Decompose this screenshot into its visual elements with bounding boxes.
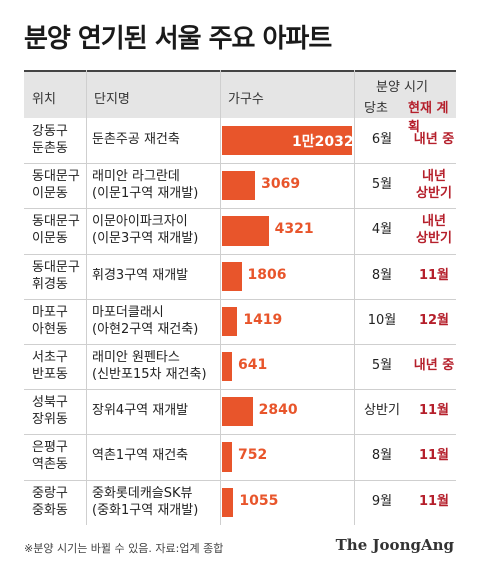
row-separator <box>24 163 456 165</box>
row-complex-name: 이문아이파크자이 <box>92 214 188 230</box>
bar-value-label: 1806 <box>247 266 287 283</box>
row-complex-name: 마포더클래시 <box>92 304 164 320</box>
row-complex-project: (이문1구역 재개발) <box>92 186 199 202</box>
bar <box>222 261 242 291</box>
row-location-dong: 휘경동 <box>32 276 68 292</box>
footer-note: ※분양 시기는 바뀔 수 있음. 자료:업계 종합 <box>24 542 224 555</box>
column-divider <box>220 70 221 525</box>
row-location-dong: 역촌동 <box>32 457 68 473</box>
column-divider <box>86 70 87 525</box>
row-current-plan: 내년 중 <box>413 132 455 147</box>
row-complex-project: (중화1구역 재개발) <box>92 502 199 518</box>
row-original-schedule: 6월 <box>371 132 393 147</box>
brand-logo: The JoongAng <box>335 536 454 554</box>
row-location-dong: 장위동 <box>32 412 68 428</box>
header-complex: 단지명 <box>94 92 130 107</box>
bar <box>222 487 234 517</box>
bar-value-label: 641 <box>238 357 268 373</box>
row-original-schedule: 4월 <box>371 222 393 238</box>
bar <box>222 126 352 156</box>
row-original-schedule: 5월 <box>371 358 393 373</box>
row-location-district: 성북구 <box>32 395 68 411</box>
row-location-district: 동대문구 <box>32 259 80 275</box>
bar-value-label: 1055 <box>239 492 279 509</box>
bar-value-label: 1만2032 <box>292 134 354 150</box>
row-current-plan: 내년 <box>422 169 446 185</box>
header-original: 당초 <box>364 101 388 116</box>
row-location-district: 서초구 <box>32 350 68 365</box>
row-current-plan-detail: 상반기 <box>416 231 452 247</box>
bar <box>222 306 238 336</box>
row-complex-name: 래미안 라그란데 <box>92 169 180 185</box>
row-current-plan: 내년 중 <box>413 358 455 373</box>
row-location-district: 중랑구 <box>32 485 68 501</box>
row-location-dong: 둔촌동 <box>32 141 68 156</box>
row-original-schedule: 상반기 <box>364 403 400 419</box>
row-location-district: 동대문구 <box>32 214 80 230</box>
bar-value-label: 4321 <box>274 221 314 238</box>
row-current-plan: 11월 <box>418 403 450 419</box>
row-complex-project: (이문3구역 재개발) <box>92 231 199 247</box>
row-current-plan: 11월 <box>418 493 450 509</box>
row-separator <box>24 208 456 210</box>
row-separator <box>24 253 456 255</box>
row-separator <box>24 344 456 345</box>
bar <box>222 216 269 246</box>
row-original-schedule: 10월 <box>367 312 397 328</box>
row-location-district: 동대문구 <box>32 169 80 185</box>
row-current-plan: 11월 <box>418 267 450 283</box>
header-location: 위치 <box>32 92 56 107</box>
row-complex-name: 둔촌주공 재건축 <box>92 132 180 147</box>
row-location-dong: 아현동 <box>32 321 68 337</box>
row-original-schedule: 9월 <box>371 493 393 509</box>
row-separator <box>24 434 456 436</box>
row-complex-project: (신반포15차 재건축) <box>92 367 207 382</box>
row-separator <box>24 479 456 481</box>
bar <box>222 442 232 472</box>
bar <box>222 171 256 201</box>
header-schedule: 분양 시기 <box>376 80 428 95</box>
header-households: 가구수 <box>228 92 264 107</box>
row-current-plan: 12월 <box>418 312 450 328</box>
bar-value-label: 752 <box>238 447 268 464</box>
row-location-dong: 중화동 <box>32 502 68 518</box>
bar-value-label: 3069 <box>261 176 301 193</box>
bar-value-label: 1419 <box>243 311 283 328</box>
row-location-district: 마포구 <box>32 304 68 320</box>
row-location-dong: 이문동 <box>32 186 68 202</box>
table-header <box>24 70 456 118</box>
row-separator <box>24 298 456 300</box>
bar <box>222 352 232 382</box>
row-location-dong: 반포동 <box>32 367 68 382</box>
row-current-plan: 내년 <box>422 214 446 230</box>
column-divider <box>354 70 355 525</box>
row-complex-name: 휘경3구역 재개발 <box>92 267 189 283</box>
row-complex-name: 래미안 원펜타스 <box>92 350 180 365</box>
row-complex-project: (아현2구역 재건축) <box>92 321 199 337</box>
row-current-plan: 11월 <box>418 448 450 464</box>
bar-value-label: 2840 <box>258 402 298 419</box>
row-complex-name: 중화롯데캐슬SK뷰 <box>92 485 193 501</box>
row-location-dong: 이문동 <box>32 231 68 247</box>
row-complex-name: 역촌1구역 재건축 <box>92 448 189 464</box>
row-location-district: 강동구 <box>32 124 68 139</box>
row-location-district: 은평구 <box>32 440 68 456</box>
chart-title: 분양 연기된 서울 주요 아파트 <box>24 24 332 54</box>
row-current-plan-detail: 상반기 <box>416 186 452 202</box>
row-original-schedule: 8월 <box>371 267 393 283</box>
row-separator <box>24 389 456 391</box>
row-original-schedule: 8월 <box>371 448 393 464</box>
header-current: 현재 계획 <box>408 101 449 135</box>
bar <box>222 397 253 427</box>
row-original-schedule: 5월 <box>371 177 393 193</box>
row-complex-name: 장위4구역 재개발 <box>92 403 189 419</box>
